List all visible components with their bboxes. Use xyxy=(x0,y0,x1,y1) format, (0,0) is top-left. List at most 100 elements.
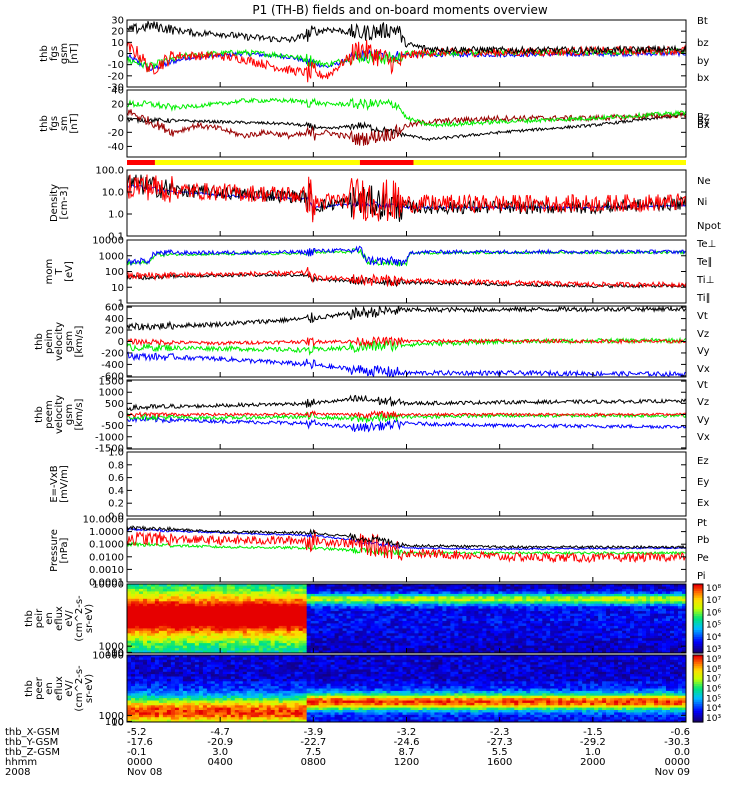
y-tick-label: 1000 xyxy=(99,388,124,399)
colorbar-ion_spectrogram: 10⁸ 10⁷ 10⁶ 10⁵ 10⁴ 10³ xyxy=(692,583,721,655)
y-axis-label: fgs xyxy=(49,116,60,131)
legend-Ti∥: Ti∥ xyxy=(696,293,711,304)
y-tick-label: -500 xyxy=(101,421,124,432)
region-segment xyxy=(154,160,360,165)
y-axis-label: velocity xyxy=(54,322,65,361)
y-tick-label: -600 xyxy=(101,371,124,382)
legend-Pe: Pe xyxy=(697,553,709,564)
series-line-blue xyxy=(127,245,686,267)
y-axis-label: gsm xyxy=(64,404,75,425)
y-tick-label: 10.0 xyxy=(102,188,124,199)
y-tick-label: -400 xyxy=(101,360,124,371)
y-axis-label: thb xyxy=(39,45,50,62)
y-axis-label: thb xyxy=(34,333,45,350)
legend-Te⊥: Te⊥ xyxy=(696,239,716,250)
x-annotation-value: -2.3 xyxy=(490,727,510,738)
x-annotation-value: -0.6 xyxy=(670,727,690,738)
x-annotation-value: -29.2 xyxy=(580,737,606,748)
y-tick-label: -30 xyxy=(108,83,124,94)
region-segment xyxy=(359,160,414,165)
y-axis-label: eV/ xyxy=(64,610,75,627)
y-tick-label: 1 xyxy=(118,299,124,310)
panel-frame xyxy=(126,451,687,517)
x-annotation-value: 3.0 xyxy=(212,747,228,758)
panel-temperature: 10000 1000 100 10 1 mom T [eV] Te⊥ Te∥ Ti⊥ Ti∥ xyxy=(44,236,716,310)
y-axis-label: Density xyxy=(49,184,60,222)
series-line-red xyxy=(127,409,686,420)
y-axis-label: Pressure xyxy=(49,529,60,572)
legend-Ti⊥: Ti⊥ xyxy=(696,275,714,286)
x-annotation-value: 0.0 xyxy=(674,747,690,758)
y-tick-label: -1500 xyxy=(95,443,124,454)
x-annotation-value: 1600 xyxy=(487,757,512,768)
y-tick-label: 500 xyxy=(105,399,124,410)
x-annotation-label: thb_Z-GSM xyxy=(5,747,60,758)
x-annotation-value: -4.7 xyxy=(210,727,230,738)
x-annotation-value: 0000 xyxy=(665,757,690,768)
y-tick-label: -40 xyxy=(108,142,124,153)
legend-By: By xyxy=(697,116,710,127)
colorbar-tick-label: 10⁸ xyxy=(706,665,721,675)
x-annotation-value: 0800 xyxy=(301,757,326,768)
y-tick-label: 0.4 xyxy=(108,486,124,497)
colorbar-tick-label: 10⁹ xyxy=(706,655,721,665)
series-line-black xyxy=(127,20,686,56)
series-line-green xyxy=(127,97,686,129)
y-axis-label: gsm xyxy=(64,331,75,352)
y-tick-label: 10 xyxy=(111,718,124,729)
x-annotation-label: thb_Y-GSM xyxy=(5,737,58,748)
y-axis-label: thb xyxy=(24,610,35,627)
series-line-black xyxy=(127,113,686,142)
legend-Pb: Pb xyxy=(697,535,709,546)
y-axis-label: [mV/m] xyxy=(59,465,70,503)
x-annotation-value: 5.5 xyxy=(492,747,508,758)
legend-bx: bx xyxy=(697,73,709,84)
y-tick-label: 600 xyxy=(105,303,124,314)
y-axis-label: gsm xyxy=(59,43,70,64)
y-tick-label: 100 xyxy=(105,267,124,278)
y-axis-label: T xyxy=(54,268,65,276)
x-annotation-value: -27.3 xyxy=(487,737,513,748)
y-axis-label: thb xyxy=(24,680,35,697)
x-annotation-label: thb_X-GSM xyxy=(5,727,60,738)
panel-efield: 1.00.8 0.6 0.4 0.2 0.0 E=-VxB [mV/m] Ez Ey Ex xyxy=(49,448,709,523)
y-tick-label: 100 xyxy=(105,717,124,728)
series-line-green xyxy=(127,541,686,557)
y-axis-label: en xyxy=(44,612,55,625)
y-tick-label: -1000 xyxy=(95,432,124,443)
colorbar-tick-label: 10⁵ xyxy=(706,694,721,704)
colorbar-tick-label: 10³ xyxy=(706,714,721,724)
x-annotation-value: -1.5 xyxy=(583,727,603,738)
x-annotation-value: 0000 xyxy=(127,757,152,768)
y-tick-label: 1500 xyxy=(99,377,124,388)
y-axis-label: peim xyxy=(44,329,55,354)
legend-Vy: Vy xyxy=(697,346,710,357)
y-tick-label: 1000 xyxy=(99,711,124,722)
legend-Ne: Ne xyxy=(697,176,711,187)
x-annotation-value: -3.2 xyxy=(397,727,417,738)
y-axis-label: peem xyxy=(44,400,55,428)
y-tick-label: 0 xyxy=(118,410,124,421)
y-tick-label: 0.0001 xyxy=(89,578,124,589)
y-axis-label: thb xyxy=(34,406,45,423)
series-line-green xyxy=(127,336,686,356)
colorbar-tick-label: 10⁸ xyxy=(706,584,721,594)
series-line-black xyxy=(127,525,686,550)
region-segment xyxy=(413,160,686,165)
legend-Ni: Ni xyxy=(697,197,707,208)
y-tick-label: 100 xyxy=(105,648,124,659)
panel-frame xyxy=(126,239,687,304)
x-annotation-value: 1.0 xyxy=(585,747,601,758)
legend-Vx: Vx xyxy=(697,364,710,375)
y-axis-label: [nPa] xyxy=(59,537,70,563)
legend-Pi: Pi xyxy=(697,571,706,582)
y-tick-label: 10 xyxy=(111,283,124,294)
y-tick-label: 10000 xyxy=(92,236,124,247)
legend-by: by xyxy=(697,56,709,67)
y-axis-label: [eV] xyxy=(64,261,75,282)
x-annotation-value: -17.6 xyxy=(127,737,153,748)
x-annotation-value: -20.9 xyxy=(207,737,233,748)
y-axis-label: velocity xyxy=(54,395,65,434)
